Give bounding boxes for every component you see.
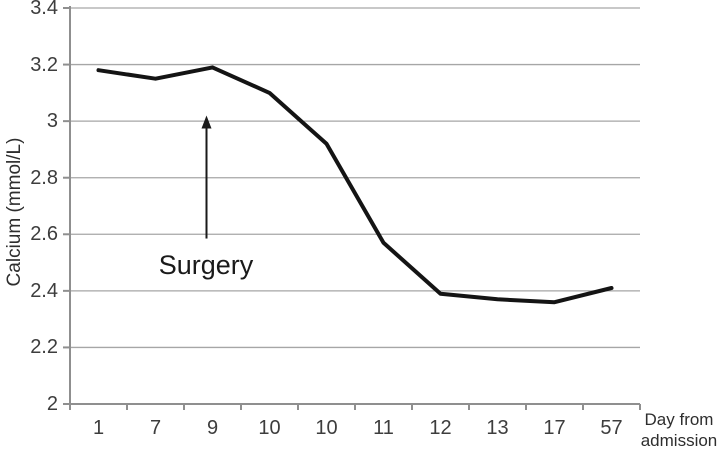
y-axis-title: Calcium (mmol/L) <box>4 137 25 287</box>
x-axis-title-line1: Day from <box>644 410 714 429</box>
calcium-series-line <box>96 65 614 305</box>
x-tick-label: 1 <box>92 417 105 439</box>
x-tick-label: 11 <box>373 417 394 439</box>
x-axis-title: Day from admission <box>638 409 720 450</box>
surgery-annotation-label: Surgery <box>158 250 254 280</box>
x-axis-title-line2: admission <box>640 431 718 450</box>
x-tick-label: 57 <box>600 417 623 439</box>
y-tick-label: 3 <box>46 110 58 133</box>
y-tick-label: 3.2 <box>30 53 58 76</box>
y-tick-label: 2.2 <box>30 336 58 359</box>
x-tick-label: 7 <box>149 417 162 439</box>
x-tick-label: 9 <box>206 417 219 439</box>
y-tick-label: 2.8 <box>30 166 58 189</box>
x-tick-label: 10 <box>315 417 338 439</box>
y-tick-label: 2 <box>46 393 58 415</box>
x-tick-label: 10 <box>258 417 281 439</box>
surgery-arrow-head <box>201 115 212 129</box>
x-tick-label: 17 <box>543 417 566 439</box>
y-tick-label: 2.4 <box>30 279 58 302</box>
y-tick-label: 3.4 <box>30 0 58 19</box>
x-tick-label: 13 <box>486 417 509 439</box>
x-tick-label: 12 <box>429 417 452 439</box>
y-tick-label: 2.6 <box>30 223 58 246</box>
